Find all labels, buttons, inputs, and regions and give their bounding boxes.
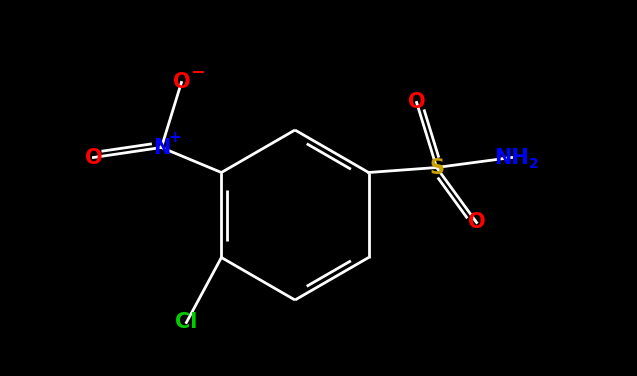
Text: O: O	[468, 212, 485, 232]
Text: O: O	[173, 73, 190, 92]
Text: S: S	[429, 158, 444, 177]
Text: NH: NH	[494, 147, 529, 167]
Text: +: +	[168, 130, 181, 145]
Text: Cl: Cl	[175, 312, 197, 332]
Text: −: −	[190, 64, 205, 82]
Text: 2: 2	[529, 156, 538, 170]
Text: N: N	[153, 138, 170, 158]
Text: O: O	[85, 147, 102, 167]
Text: O: O	[408, 92, 426, 112]
